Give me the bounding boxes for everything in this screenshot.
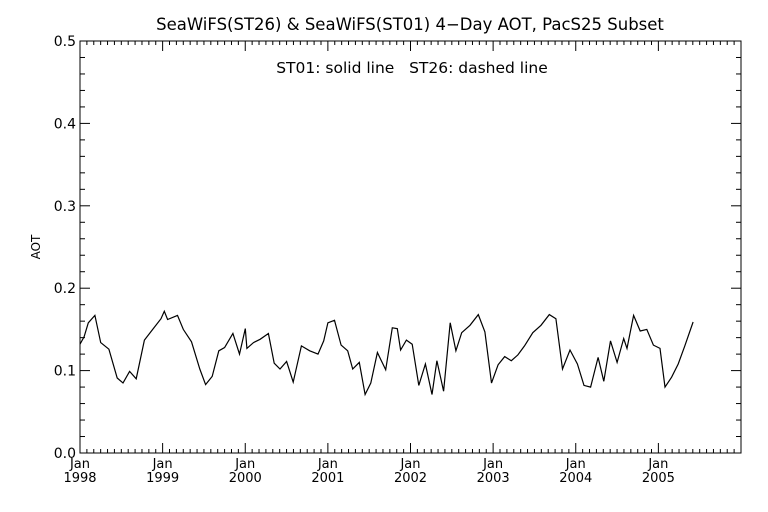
x-tick-year-label: 1998 (63, 471, 96, 486)
y-tick-label: 0.0 (54, 446, 76, 462)
x-tick-month-label: Jan (482, 457, 503, 472)
x-tick-month-label: Jan (399, 457, 420, 472)
y-tick-label: 0.3 (54, 199, 76, 215)
x-tick-year-label: 2001 (311, 471, 344, 486)
x-tick-month-label: Jan (69, 457, 90, 472)
x-tick-year-label: 2002 (394, 471, 427, 486)
x-tick-year-label: 1999 (146, 471, 179, 486)
line-style-annotation: ST01: solid line ST26: dashed line (276, 59, 548, 77)
series-layer (79, 309, 694, 397)
x-tick-month-label: Jan (152, 457, 173, 472)
x-tick-year-label: 2004 (559, 471, 592, 486)
x-tick-month-label: Jan (234, 457, 255, 472)
x-tick-year-label: 2005 (642, 471, 675, 486)
y-tick-label: 0.4 (54, 116, 76, 132)
x-tick-year-label: 2003 (477, 471, 510, 486)
series-line-st01 (79, 309, 694, 397)
plot-frame (79, 40, 742, 454)
x-tick-month-label: Jan (647, 457, 668, 472)
x-tick-year-label: 2000 (229, 471, 262, 486)
x-tick-month-label: Jan (317, 457, 338, 472)
y-tick-label: 0.2 (54, 281, 76, 297)
axes: 0.00.10.20.30.40.5Jan1998Jan1999Jan2000J… (54, 34, 741, 486)
chart-title: SeaWiFS(ST26) & SeaWiFS(ST01) 4−Day AOT,… (156, 15, 664, 34)
y-axis-label: AOT (29, 234, 43, 259)
y-tick-label: 0.1 (54, 364, 76, 380)
y-tick-label: 0.5 (54, 34, 76, 50)
x-tick-month-label: Jan (565, 457, 586, 472)
